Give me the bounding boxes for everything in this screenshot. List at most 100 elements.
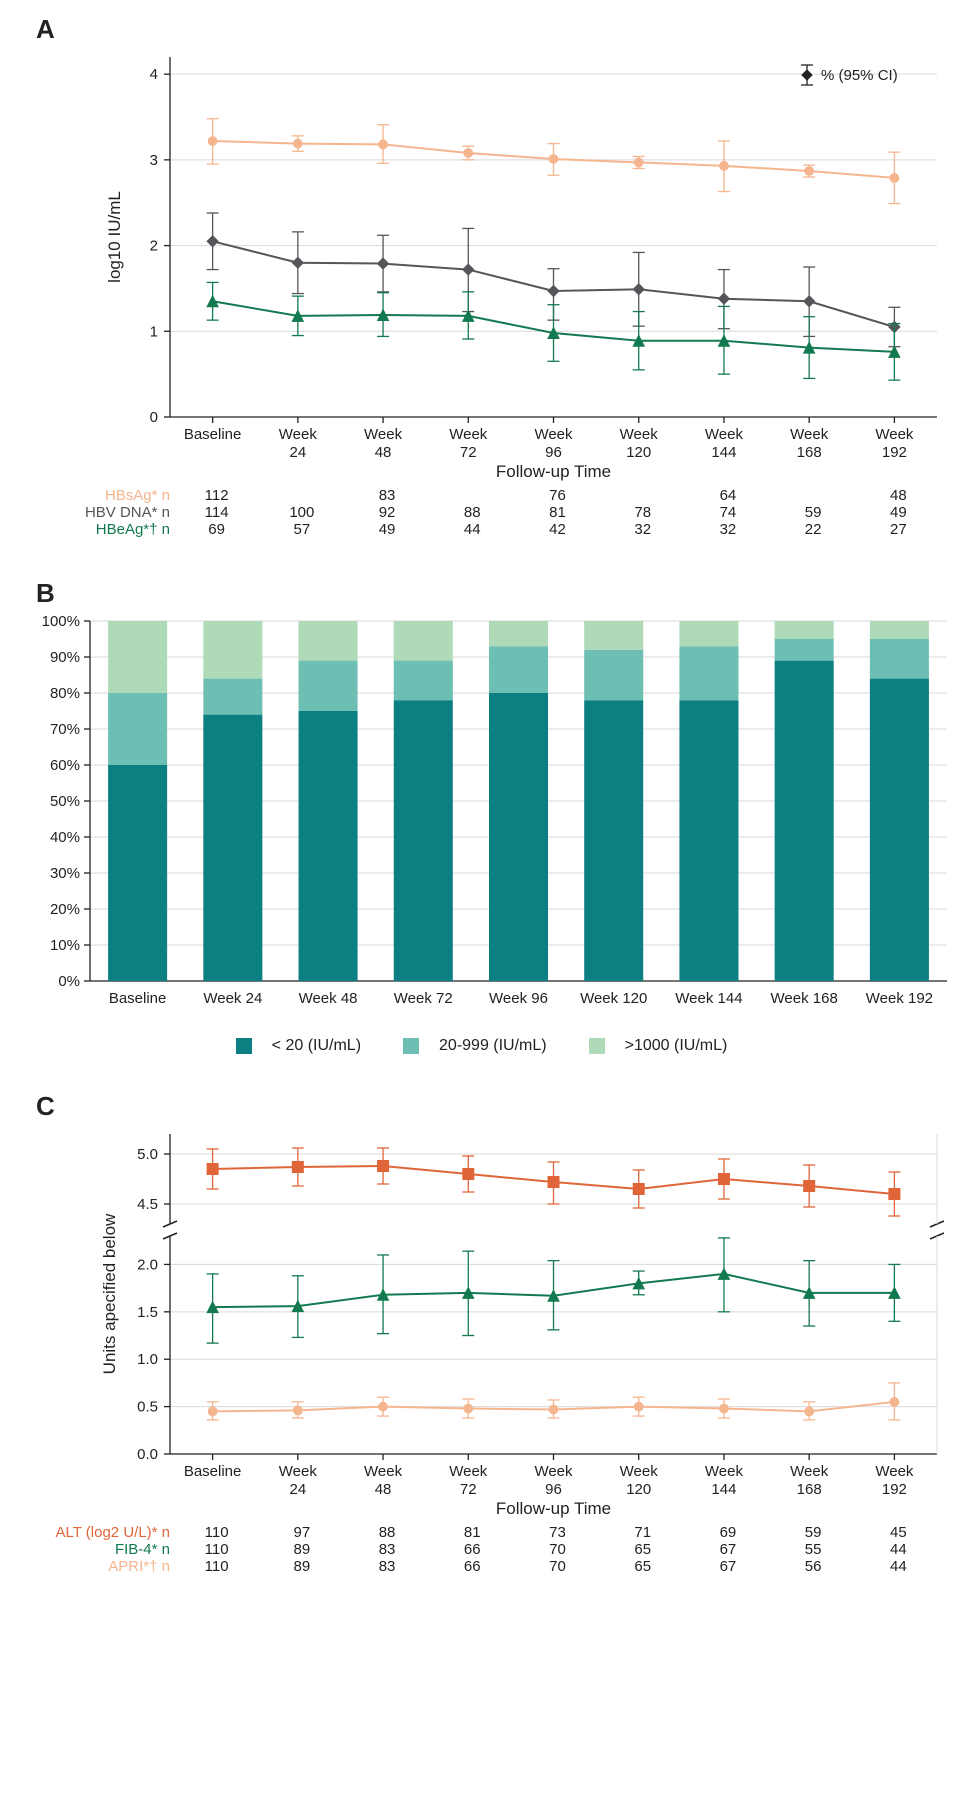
svg-text:4.5: 4.5 (137, 1196, 158, 1213)
svg-text:120: 120 (626, 444, 651, 461)
svg-text:Follow-up Time: Follow-up Time (496, 1499, 611, 1518)
n-cell: 83 (344, 487, 429, 504)
n-cell: 32 (600, 521, 685, 538)
panel-b-label: B (0, 538, 977, 611)
svg-text:80%: 80% (50, 685, 80, 702)
svg-text:Week: Week (279, 1463, 318, 1480)
n-cell: 56 (771, 1558, 856, 1575)
svg-text:% (95% CI): % (95% CI) (821, 67, 898, 84)
svg-text:90%: 90% (50, 649, 80, 666)
svg-text:Week: Week (364, 426, 403, 443)
svg-text:168: 168 (797, 1481, 822, 1498)
svg-text:120: 120 (626, 1481, 651, 1498)
svg-text:72: 72 (460, 1481, 477, 1498)
svg-text:Week: Week (875, 426, 914, 443)
n-row: APRI*† n1108983667065675644 (0, 1558, 977, 1575)
svg-text:192: 192 (882, 444, 907, 461)
svg-text:Week: Week (534, 1463, 573, 1480)
svg-text:Week 144: Week 144 (675, 990, 742, 1007)
n-cell: 42 (515, 521, 600, 538)
svg-text:0.5: 0.5 (137, 1399, 158, 1416)
svg-text:Week: Week (364, 1463, 403, 1480)
n-cell: 83 (344, 1541, 429, 1558)
svg-text:24: 24 (289, 1481, 306, 1498)
n-cell (259, 487, 344, 504)
svg-text:Baseline: Baseline (184, 426, 242, 443)
n-cell: 49 (856, 504, 941, 521)
svg-text:Week: Week (790, 1463, 829, 1480)
svg-text:10%: 10% (50, 937, 80, 954)
panel-a-n-table: HBsAg* n11283766448HBV DNA* n11410092888… (0, 487, 977, 538)
n-cell: 89 (259, 1558, 344, 1575)
legend-label: >1000 (IU/mL) (625, 1037, 728, 1055)
svg-text:168: 168 (797, 444, 822, 461)
n-cell: 83 (344, 1558, 429, 1575)
n-cell: 65 (600, 1558, 685, 1575)
svg-text:Week: Week (620, 426, 659, 443)
svg-text:Follow-up Time: Follow-up Time (496, 462, 611, 481)
panel-c-n-table: ALT (log2 U/L)* n1109788817371695945FIB-… (0, 1524, 977, 1575)
svg-text:Week: Week (279, 426, 318, 443)
n-cell: 76 (515, 487, 600, 504)
svg-text:log10 IU/mL: log10 IU/mL (105, 191, 124, 283)
svg-text:Week: Week (705, 426, 744, 443)
n-cell: 22 (771, 521, 856, 538)
n-cell (600, 487, 685, 504)
n-cell: 44 (856, 1558, 941, 1575)
panel-a-label: A (0, 0, 977, 47)
n-cell: 45 (856, 1524, 941, 1541)
n-cell: 69 (174, 521, 259, 538)
svg-text:2.0: 2.0 (137, 1256, 158, 1273)
panel-c-chart: 0.00.51.01.52.04.55.0Units apecified bel… (0, 1124, 977, 1524)
svg-text:100%: 100% (42, 613, 80, 630)
n-row-label: FIB-4* n (0, 1541, 174, 1558)
svg-text:20%: 20% (50, 901, 80, 918)
svg-text:Week: Week (790, 426, 829, 443)
svg-text:1.5: 1.5 (137, 1304, 158, 1321)
svg-text:Week 72: Week 72 (394, 990, 453, 1007)
n-row-label: ALT (log2 U/L)* n (0, 1524, 174, 1541)
n-cell: 49 (344, 521, 429, 538)
n-cell: 66 (430, 1558, 515, 1575)
svg-text:0: 0 (150, 409, 158, 426)
n-cell: 70 (515, 1541, 600, 1558)
svg-text:0.0: 0.0 (137, 1446, 158, 1463)
svg-text:144: 144 (711, 444, 736, 461)
n-cell: 89 (259, 1541, 344, 1558)
n-cell: 71 (600, 1524, 685, 1541)
svg-text:60%: 60% (50, 757, 80, 774)
n-cell: 81 (430, 1524, 515, 1541)
n-cell: 59 (771, 1524, 856, 1541)
legend-swatch (236, 1038, 252, 1054)
n-cell: 27 (856, 521, 941, 538)
n-row: HBV DNA* n11410092888178745949 (0, 504, 977, 521)
svg-text:Week 168: Week 168 (771, 990, 838, 1007)
svg-text:48: 48 (375, 444, 392, 461)
legend-swatch (589, 1038, 605, 1054)
n-cell: 73 (515, 1524, 600, 1541)
n-row-label: HBV DNA* n (0, 504, 174, 521)
panel-a-chart: 01234log10 IU/mLBaselineWeek24Week48Week… (0, 47, 977, 487)
n-row: ALT (log2 U/L)* n1109788817371695945 (0, 1524, 977, 1541)
svg-text:Week: Week (705, 1463, 744, 1480)
svg-text:70%: 70% (50, 721, 80, 738)
n-cell: 64 (685, 487, 770, 504)
n-row-label: HBsAg* n (0, 487, 174, 504)
svg-text:1: 1 (150, 323, 158, 340)
n-cell: 70 (515, 1558, 600, 1575)
n-cell (430, 487, 515, 504)
svg-text:Week: Week (620, 1463, 659, 1480)
svg-text:Baseline: Baseline (184, 1463, 242, 1480)
n-cell: 67 (685, 1558, 770, 1575)
n-cell (771, 487, 856, 504)
n-cell: 44 (430, 521, 515, 538)
n-cell: 66 (430, 1541, 515, 1558)
n-row: HBsAg* n11283766448 (0, 487, 977, 504)
svg-text:Baseline: Baseline (109, 990, 167, 1007)
n-cell: 44 (856, 1541, 941, 1558)
svg-text:4: 4 (150, 66, 158, 83)
n-cell: 114 (174, 504, 259, 521)
svg-text:50%: 50% (50, 793, 80, 810)
n-cell: 57 (259, 521, 344, 538)
n-cell: 97 (259, 1524, 344, 1541)
